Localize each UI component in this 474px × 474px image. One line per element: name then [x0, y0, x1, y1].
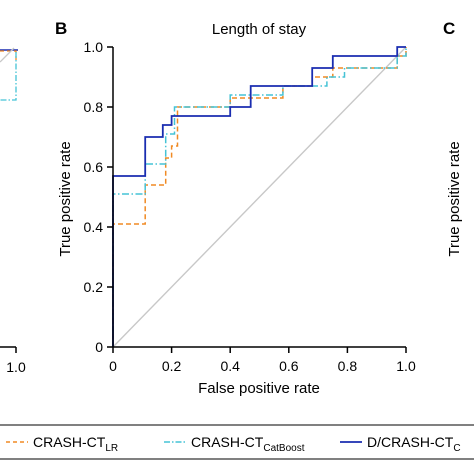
x-tick-label: 0.2 [162, 358, 182, 374]
plot-area: 0 0.2 0.4 0.6 0.8 1.0 0 0.2 0.4 0.6 0.8 1.0 [84, 39, 416, 374]
left-panel-curve-dashdot [0, 52, 17, 101]
right-panel-y-axis-label: True positive rate [446, 141, 463, 256]
roc-curve-d-crash-ct-c [112, 46, 406, 347]
legend-label-crash-ct-lr: CRASH-CTLR [33, 434, 118, 454]
right-panel-fragment: C True positive rate [443, 19, 463, 257]
legend-label-crash-ct-catboost: CRASH-CTCatBoost [191, 434, 305, 454]
y-tick-label: 0.2 [84, 279, 104, 295]
legend: CRASH-CTLR CRASH-CTCatBoost D/CRASH-CTC [0, 424, 474, 460]
legend-item-crash-ct-lr: CRASH-CTLR [6, 434, 118, 454]
legend-item-crash-ct-catboost: CRASH-CTCatBoost [164, 434, 305, 454]
y-tick-label: 0 [95, 339, 103, 355]
panel-letter-b: B [55, 19, 67, 38]
panel-letter-c: C [443, 19, 455, 38]
y-tick-label: 0.6 [84, 159, 104, 175]
left-panel-x-tick-label: 1.0 [6, 359, 26, 375]
legend-label-d-crash-ct: D/CRASH-CTC [367, 434, 461, 454]
y-axis-label: True positive rate [57, 141, 74, 256]
x-tick-label: 1.0 [396, 358, 416, 374]
x-tick-label: 0.4 [220, 358, 240, 374]
left-panel-reference-line [0, 47, 15, 63]
y-tick-label: 1.0 [84, 39, 104, 55]
left-panel-fragment: 1.0 [0, 47, 26, 375]
roc-curve-crash-ct-catboost [112, 47, 407, 347]
x-tick-label: 0.6 [279, 358, 299, 374]
legend-frame [0, 424, 474, 460]
chart-title: Length of stay [212, 21, 307, 38]
left-panel-curve-dashed [0, 50, 17, 60]
y-tick-label: 0.8 [84, 99, 104, 115]
legend-item-d-crash-ct: D/CRASH-CTC [340, 434, 461, 454]
x-tick-label: 0.8 [338, 358, 358, 374]
chance-reference-line [112, 46, 407, 348]
y-tick-label: 0.4 [84, 219, 104, 235]
x-tick-label: 0 [109, 358, 117, 374]
x-axis-label: False positive rate [198, 380, 320, 397]
